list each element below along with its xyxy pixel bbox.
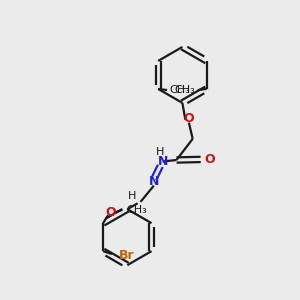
Text: N: N [158, 155, 168, 168]
Text: O: O [204, 153, 215, 166]
Text: CH₃: CH₃ [175, 85, 195, 95]
Text: CH₃: CH₃ [169, 85, 190, 95]
Text: O: O [106, 206, 116, 219]
Text: N: N [148, 175, 159, 188]
Text: CH₃: CH₃ [126, 205, 147, 215]
Text: H: H [156, 147, 164, 158]
Text: Br: Br [119, 249, 135, 262]
Text: O: O [184, 112, 194, 125]
Text: H: H [128, 191, 136, 201]
